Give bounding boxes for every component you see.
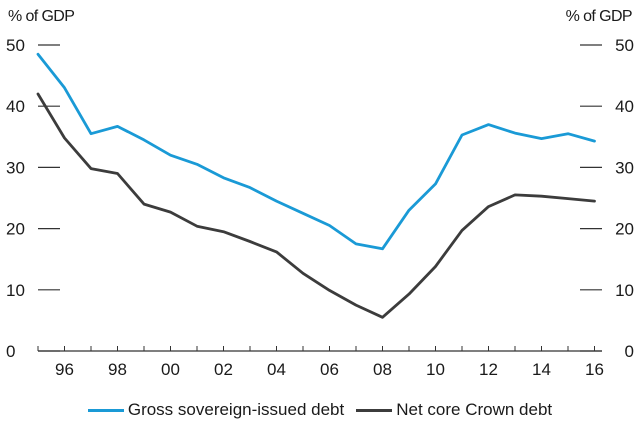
x-tick-label: 96 [55, 360, 74, 379]
x-tick-label: 98 [108, 360, 127, 379]
x-tick-label: 16 [585, 360, 604, 379]
legend-swatch-net-debt [356, 408, 393, 412]
right-y-tick-label: 30 [615, 158, 634, 177]
left-y-tick-label: 20 [6, 220, 25, 239]
x-tick-label: 10 [426, 360, 445, 379]
legend-swatch-gross-debt [87, 408, 124, 412]
right-axis-unit-label: % of GDP [565, 8, 633, 25]
x-tick-label: 14 [532, 360, 551, 379]
x-tick-label: 12 [479, 360, 498, 379]
right-y-tick-label: 50 [615, 36, 634, 55]
left-y-tick-label: 10 [6, 281, 25, 300]
x-tick-label: 02 [214, 360, 233, 379]
legend-item-net-debt: Net core Crown debt [356, 400, 552, 420]
chart-legend: Gross sovereign-issued debt Net core Cro… [0, 400, 640, 420]
left-y-tick-label: 30 [6, 158, 25, 177]
right-y-tick-label: 0 [625, 342, 634, 361]
left-axis-unit-label: % of GDP [8, 8, 75, 25]
legend-item-gross-debt: Gross sovereign-issued debt [87, 400, 345, 420]
legend-label-gross-debt: Gross sovereign-issued debt [127, 400, 345, 419]
x-tick-label: 08 [373, 360, 392, 379]
left-y-tick-label: 50 [6, 36, 25, 55]
left-y-tick-label: 40 [6, 97, 25, 116]
x-tick-label: 06 [320, 360, 339, 379]
x-tick-label: 04 [267, 360, 286, 379]
series-line-gross-debt [36, 52, 596, 251]
x-tick-label: 00 [161, 360, 180, 379]
left-y-tick-label: 0 [6, 342, 15, 361]
right-y-tick-label: 20 [615, 220, 634, 239]
right-y-tick-label: 40 [615, 97, 634, 116]
legend-label-net-debt: Net core Crown debt [396, 400, 553, 419]
right-y-tick-label: 10 [615, 281, 634, 300]
series-line-net-debt [36, 92, 596, 319]
